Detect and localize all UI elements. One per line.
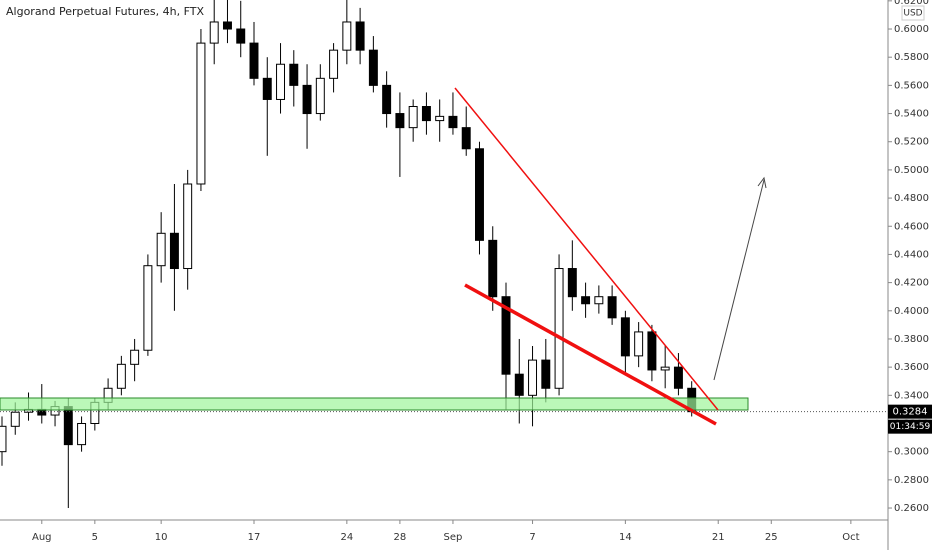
- x-tick-label: 10: [155, 532, 168, 543]
- x-tick-label: 28: [394, 532, 407, 543]
- candle-body: [355, 21, 365, 51]
- x-tick-label: 5: [92, 532, 98, 543]
- candle-body: [475, 148, 484, 241]
- y-tick-label: 0.6000: [894, 24, 929, 35]
- candle-body: [382, 84, 392, 115]
- x-tick-label: 14: [619, 532, 632, 543]
- candle-body: [395, 113, 405, 129]
- candle-body: [607, 296, 617, 319]
- candle-body: [620, 317, 630, 357]
- arrow-head: [757, 176, 767, 189]
- candle-body: [435, 115, 445, 122]
- last-price-box: [888, 404, 932, 419]
- x-tick-label: Sep: [444, 532, 463, 543]
- candle-body: [196, 42, 206, 185]
- candle-body: [169, 232, 179, 270]
- y-tick-label: 0.4000: [894, 306, 929, 317]
- candle-body: [368, 49, 378, 86]
- candle-body: [660, 366, 670, 371]
- candle-body: [249, 42, 259, 79]
- candle-body: [315, 77, 325, 115]
- candle-body: [501, 296, 511, 375]
- x-tick-label: 21: [712, 532, 725, 543]
- candle-body: [329, 49, 339, 79]
- candle-body: [448, 115, 458, 129]
- candle-body: [528, 359, 538, 396]
- candle-body: [289, 63, 299, 86]
- chart-title: Algorand Perpetual Futures, 4h, FTX: [6, 5, 204, 18]
- candle-body: [209, 21, 219, 44]
- y-tick-label: 0.5400: [894, 109, 929, 120]
- y-tick-label: 0.3600: [894, 362, 929, 373]
- x-tick-label: 7: [529, 532, 535, 543]
- candle-body: [541, 359, 551, 389]
- candle-body: [130, 349, 140, 365]
- candle-body: [488, 239, 498, 298]
- x-tick-label: 25: [765, 532, 778, 543]
- candle-body: [236, 28, 246, 44]
- candle-body: [0, 425, 7, 453]
- candle-body: [581, 296, 591, 305]
- support-zone: [0, 397, 749, 411]
- candle-body: [634, 331, 644, 357]
- y-tick-label: 0.6200: [894, 0, 929, 7]
- candle-body: [421, 106, 431, 122]
- y-tick-label: 0.2600: [894, 503, 929, 514]
- candle-body: [554, 268, 564, 389]
- y-tick-label: 0.5000: [894, 165, 929, 176]
- candle-body: [408, 106, 418, 129]
- candle-body: [461, 127, 471, 150]
- candle-body: [567, 268, 577, 298]
- y-tick-label: 0.4400: [894, 249, 929, 260]
- y-tick-label: 0.4600: [894, 221, 929, 232]
- candle-body: [77, 422, 87, 446]
- candle-body: [222, 21, 232, 30]
- candle-body: [594, 296, 604, 305]
- y-tick-label: 0.3000: [894, 447, 929, 458]
- projection-arrow: [713, 179, 765, 381]
- y-tick-label: 0.4200: [894, 278, 929, 289]
- x-tick-label: 24: [340, 532, 353, 543]
- currency-label: USD: [903, 9, 922, 19]
- candle-body: [647, 331, 657, 371]
- candle-body: [673, 366, 683, 389]
- x-tick-label: Oct: [842, 532, 859, 543]
- candle-body: [156, 232, 166, 267]
- y-tick-label: 0.4800: [894, 193, 929, 204]
- plot-area: [0, 0, 697, 509]
- candle-body: [143, 265, 153, 351]
- x-tick-label: Aug: [32, 532, 52, 543]
- candle-body: [262, 77, 272, 100]
- candle-body: [342, 21, 352, 51]
- currency-box: [901, 5, 925, 21]
- candle-body: [183, 183, 193, 270]
- last-price-label: 0.3284: [893, 407, 928, 418]
- y-tick-label: 0.3400: [894, 390, 929, 401]
- countdown-label: 01:34:59: [890, 422, 931, 432]
- x-tick-label: 17: [248, 532, 261, 543]
- candle-body: [514, 373, 524, 396]
- y-tick-label: 0.2800: [894, 475, 929, 486]
- y-tick-label: 0.5800: [894, 52, 929, 63]
- candle-body: [302, 84, 312, 115]
- trend-line-upper: [454, 87, 719, 411]
- y-tick-label: 0.5200: [894, 137, 929, 148]
- y-tick-label: 0.5600: [894, 80, 929, 91]
- trend-line-lower: [464, 283, 717, 426]
- y-tick-label: 0.3800: [894, 334, 929, 345]
- candle-body: [10, 411, 20, 427]
- candle-body: [63, 406, 73, 446]
- candle-body: [116, 363, 126, 389]
- countdown-box: [888, 419, 932, 434]
- candle-body: [276, 63, 286, 100]
